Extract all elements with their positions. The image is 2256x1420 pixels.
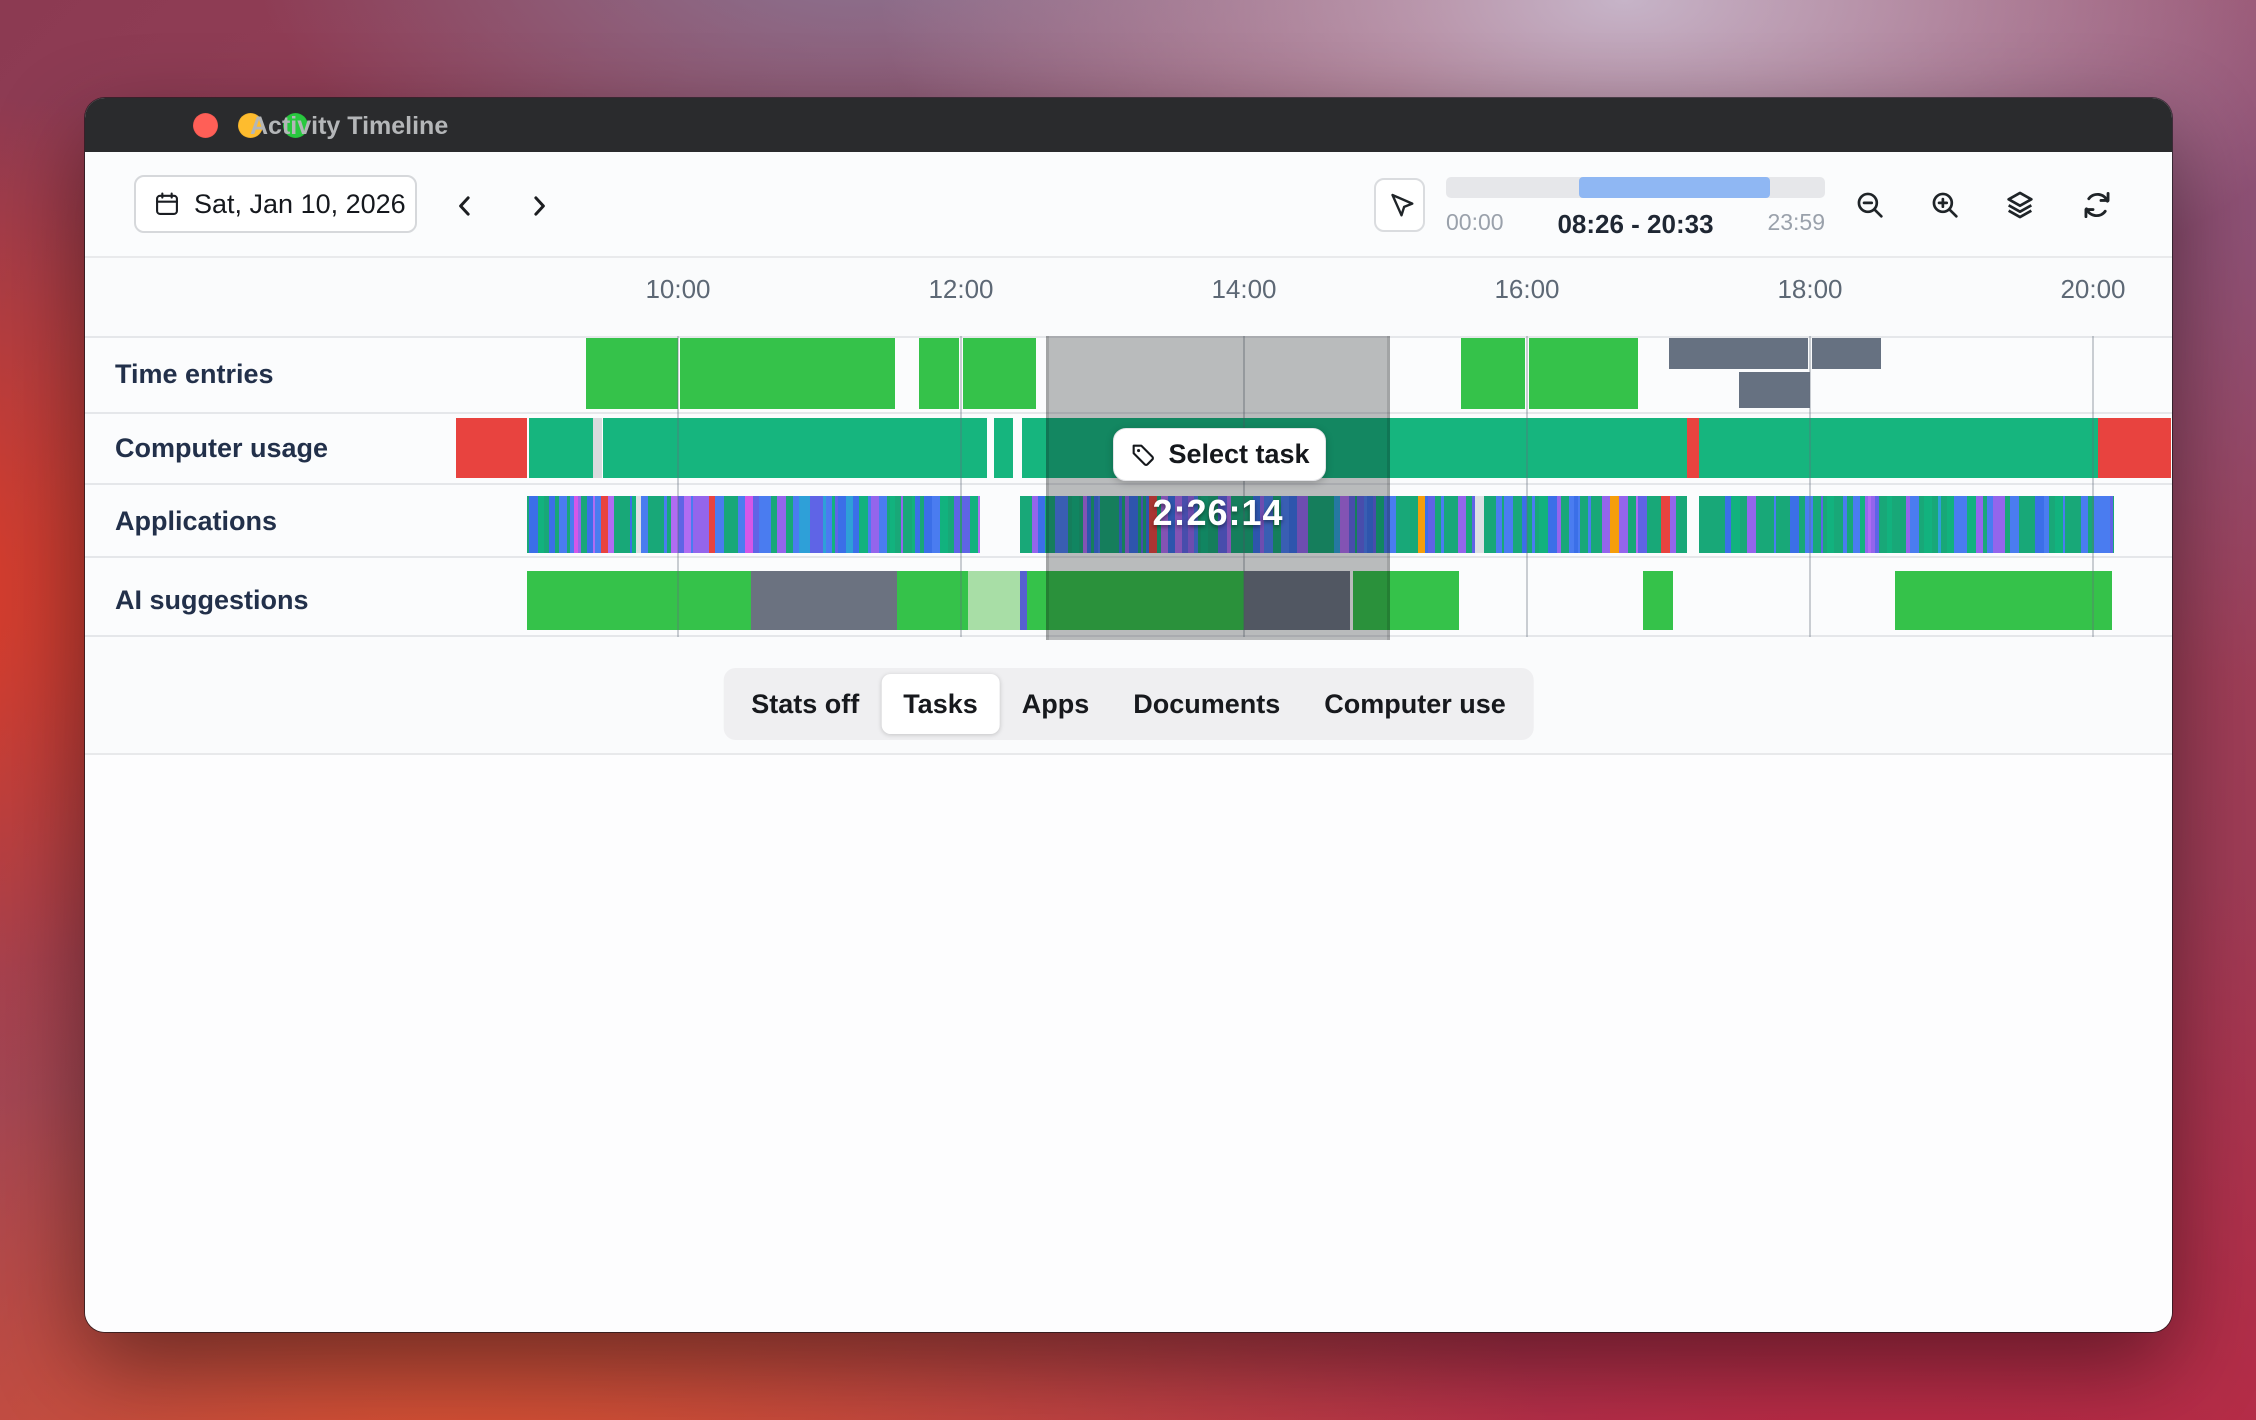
computer-usage-segment[interactable] — [593, 418, 603, 478]
ai-suggestions-segment[interactable] — [527, 571, 752, 630]
pointer-tool-button[interactable] — [1374, 178, 1425, 232]
time-entries-segment[interactable] — [586, 338, 678, 409]
gridline — [1808, 336, 1811, 637]
ai-suggestions-segment[interactable] — [968, 571, 1020, 630]
layers-button[interactable] — [1996, 181, 2044, 229]
minimap-day-end-label: 23:59 — [1767, 209, 1825, 235]
day-overview-minimap[interactable]: 00:00 08:26 - 20:33 23:59 — [1446, 177, 1825, 239]
toolbar: Sat, Jan 10, 2026 00:00 08:26 - 20:33 23… — [85, 152, 2172, 258]
date-picker-button[interactable]: Sat, Jan 10, 2026 — [134, 175, 417, 233]
zoom-in-button[interactable] — [1921, 181, 1969, 229]
applications-segment[interactable] — [527, 496, 980, 553]
minimap-visible-range[interactable] — [1579, 177, 1771, 198]
refresh-button[interactable] — [2073, 181, 2121, 229]
time-entries-segment[interactable] — [1461, 338, 1525, 409]
row-label-applications: Applications — [115, 506, 278, 536]
select-task-label: Select task — [1168, 439, 1310, 469]
ai-suggestions-segment[interactable] — [897, 571, 968, 630]
tab-computer-use[interactable]: Computer use — [1324, 688, 1506, 719]
ai-suggestions-segment[interactable] — [751, 571, 898, 630]
gridline — [959, 336, 962, 637]
time-entries-segment[interactable] — [680, 338, 895, 409]
cursor-arrow-icon — [1385, 190, 1415, 220]
ai-suggestions-segment[interactable] — [1020, 571, 1028, 630]
computer-usage-segment[interactable] — [602, 418, 987, 478]
window-title: Activity Timeline — [250, 112, 449, 140]
computer-usage-segment[interactable] — [1687, 418, 1700, 478]
time-selection-overlay[interactable] — [1045, 336, 1391, 640]
row-label-ai-suggestions: AI suggestions — [115, 585, 309, 615]
axis-tick-label: 16:00 — [1494, 274, 1560, 304]
tab-documents[interactable]: Documents — [1133, 688, 1281, 719]
stats-panel: [AI-310] Ulepszenia do wersji 1.8.02:58:… — [85, 755, 2172, 1332]
calendar-icon — [153, 190, 181, 218]
tab-tasks[interactable]: Tasks — [881, 674, 1000, 734]
minimize-window-button[interactable] — [238, 113, 263, 138]
row-label-computer-usage: Computer usage — [115, 433, 329, 463]
computer-usage-segment[interactable] — [994, 418, 1013, 478]
activity-timeline-window: Activity Timeline Sat, Jan 10, 2026 — [85, 98, 2172, 1332]
row-label-time-entries: Time entries — [115, 359, 274, 389]
tag-icon — [1129, 441, 1157, 469]
ai-suggestions-segment[interactable] — [1027, 571, 1244, 630]
row-separator — [85, 336, 2172, 338]
time-entries-segment[interactable] — [1739, 372, 1810, 408]
selection-duration-label: 2:26:14 — [1152, 492, 1284, 533]
computer-usage-segment[interactable] — [529, 418, 594, 478]
ai-suggestions-segment[interactable] — [1894, 571, 2112, 630]
axis-tick-label: 20:00 — [2060, 274, 2126, 304]
title-bar: Activity Timeline — [85, 98, 2172, 152]
ai-suggestions-segment[interactable] — [1244, 571, 1351, 630]
time-entries-segment[interactable] — [963, 338, 1037, 409]
tab-apps[interactable]: Apps — [1021, 688, 1090, 719]
axis-tick-label: 10:00 — [645, 274, 711, 304]
time-entries-segment[interactable] — [1812, 338, 1881, 369]
time-entries-segment[interactable] — [1668, 338, 1808, 369]
applications-segment[interactable] — [1699, 496, 2115, 553]
gridline — [2091, 336, 2094, 637]
date-label: Sat, Jan 10, 2026 — [194, 188, 406, 219]
gridline — [1242, 336, 1245, 637]
minimap-day-start-label: 00:00 — [1446, 209, 1504, 235]
axis-tick-label: 14:00 — [1211, 274, 1277, 304]
computer-usage-segment[interactable] — [1699, 418, 2098, 478]
tabs-divider — [85, 753, 2172, 755]
axis-tick-label: 12:00 — [928, 274, 994, 304]
zoom-window-button[interactable] — [283, 113, 308, 138]
minimap-range-label: 08:26 - 20:33 — [1557, 209, 1714, 239]
ai-suggestions-segment[interactable] — [1642, 571, 1674, 630]
row-separator — [85, 483, 2172, 485]
gridline — [1525, 336, 1528, 637]
applications-segment[interactable] — [1020, 496, 1688, 553]
select-task-button[interactable]: Select task — [1113, 428, 1326, 481]
computer-usage-segment[interactable] — [2097, 418, 2171, 478]
row-separator — [85, 412, 2172, 414]
row-separator — [85, 635, 2172, 637]
time-entries-segment[interactable] — [1529, 338, 1638, 409]
previous-day-button[interactable] — [443, 184, 487, 228]
stats-tabs: Stats off Tasks Apps Documents Computer use — [723, 668, 1534, 740]
next-day-button[interactable] — [517, 184, 561, 228]
close-window-button[interactable] — [193, 113, 218, 138]
computer-usage-segment[interactable] — [456, 418, 527, 478]
time-entries-segment[interactable] — [918, 338, 959, 409]
axis-tick-label: 18:00 — [1777, 274, 1843, 304]
gridline — [677, 336, 679, 637]
row-separator — [85, 556, 2172, 558]
tab-stats-off[interactable]: Stats off — [751, 688, 860, 719]
zoom-out-button[interactable] — [1846, 181, 1894, 229]
ai-suggestions-segment[interactable] — [1352, 571, 1459, 630]
